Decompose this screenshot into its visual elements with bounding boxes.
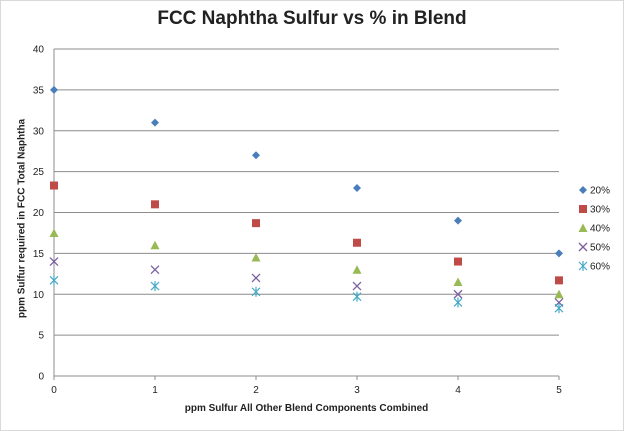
legend-marker bbox=[578, 261, 588, 271]
y-tick-label: 25 bbox=[33, 167, 45, 178]
y-tick-label: 5 bbox=[38, 331, 44, 342]
data-point-30pct bbox=[151, 200, 159, 209]
legend-label: 30% bbox=[590, 205, 610, 216]
legend-label: 20% bbox=[590, 186, 610, 197]
data-point-50pct bbox=[453, 289, 463, 299]
data-point-30pct bbox=[50, 181, 58, 190]
data-point-20pct bbox=[252, 151, 260, 160]
legend-label: 60% bbox=[590, 262, 610, 273]
data-point-20pct bbox=[50, 85, 58, 94]
x-tick-label: 5 bbox=[556, 385, 562, 396]
x-tick-label: 0 bbox=[51, 385, 57, 396]
chart-title: FCC Naphtha Sulfur vs % in Blend bbox=[157, 8, 467, 29]
y-tick-label: 0 bbox=[38, 372, 44, 383]
data-point-20pct bbox=[353, 183, 361, 192]
legend-marker bbox=[578, 223, 588, 232]
data-point-60pct bbox=[251, 286, 261, 297]
data-point-60pct bbox=[150, 281, 160, 292]
data-point-30pct bbox=[252, 219, 260, 228]
legend: 20% 30% 40% 50% 60% bbox=[578, 186, 610, 273]
y-tick-label: 35 bbox=[33, 85, 45, 96]
data-point-30pct bbox=[454, 257, 462, 266]
data-point-50pct bbox=[49, 257, 59, 267]
legend-marker bbox=[579, 186, 587, 194]
legend-label: 50% bbox=[590, 243, 610, 254]
data-point-20pct bbox=[555, 249, 563, 258]
data-point-30pct bbox=[353, 238, 361, 247]
x-tick-label: 4 bbox=[455, 385, 461, 396]
data-point-40pct bbox=[251, 252, 261, 262]
x-tick-label: 3 bbox=[354, 385, 360, 396]
y-tick-label: 30 bbox=[33, 126, 45, 137]
gridlines bbox=[54, 48, 559, 336]
data-point-50pct bbox=[251, 273, 261, 283]
data-point-50pct bbox=[150, 265, 160, 275]
legend-label: 40% bbox=[590, 224, 610, 235]
legend-marker bbox=[578, 242, 588, 252]
y-tick-label: 20 bbox=[33, 208, 45, 219]
axes: 0 5 10 15 20 25 30 35 40 0 1 2 3 4 5 bbox=[33, 45, 562, 397]
x-axis-label: ppm Sulfur All Other Blend Components Co… bbox=[184, 403, 429, 414]
data-point-50pct bbox=[352, 281, 362, 291]
y-tick-label: 40 bbox=[33, 45, 45, 56]
data-point-40pct bbox=[453, 277, 463, 286]
data-point-40pct bbox=[352, 265, 362, 274]
y-tick-label: 10 bbox=[33, 290, 45, 301]
data-point-40pct bbox=[554, 289, 564, 299]
data-point-40pct bbox=[150, 240, 160, 250]
x-tick-label: 2 bbox=[253, 385, 259, 396]
data-point-20pct bbox=[454, 216, 462, 225]
data-points bbox=[49, 85, 564, 314]
y-tick-label: 15 bbox=[33, 249, 45, 260]
data-point-60pct bbox=[554, 303, 564, 314]
data-point-30pct bbox=[555, 276, 563, 285]
data-point-60pct bbox=[453, 297, 463, 308]
data-point-60pct bbox=[49, 275, 59, 286]
data-point-60pct bbox=[352, 291, 362, 302]
data-point-40pct bbox=[49, 228, 59, 237]
data-point-20pct bbox=[151, 118, 159, 127]
legend-marker bbox=[579, 205, 587, 213]
x-tick-label: 1 bbox=[152, 385, 158, 396]
